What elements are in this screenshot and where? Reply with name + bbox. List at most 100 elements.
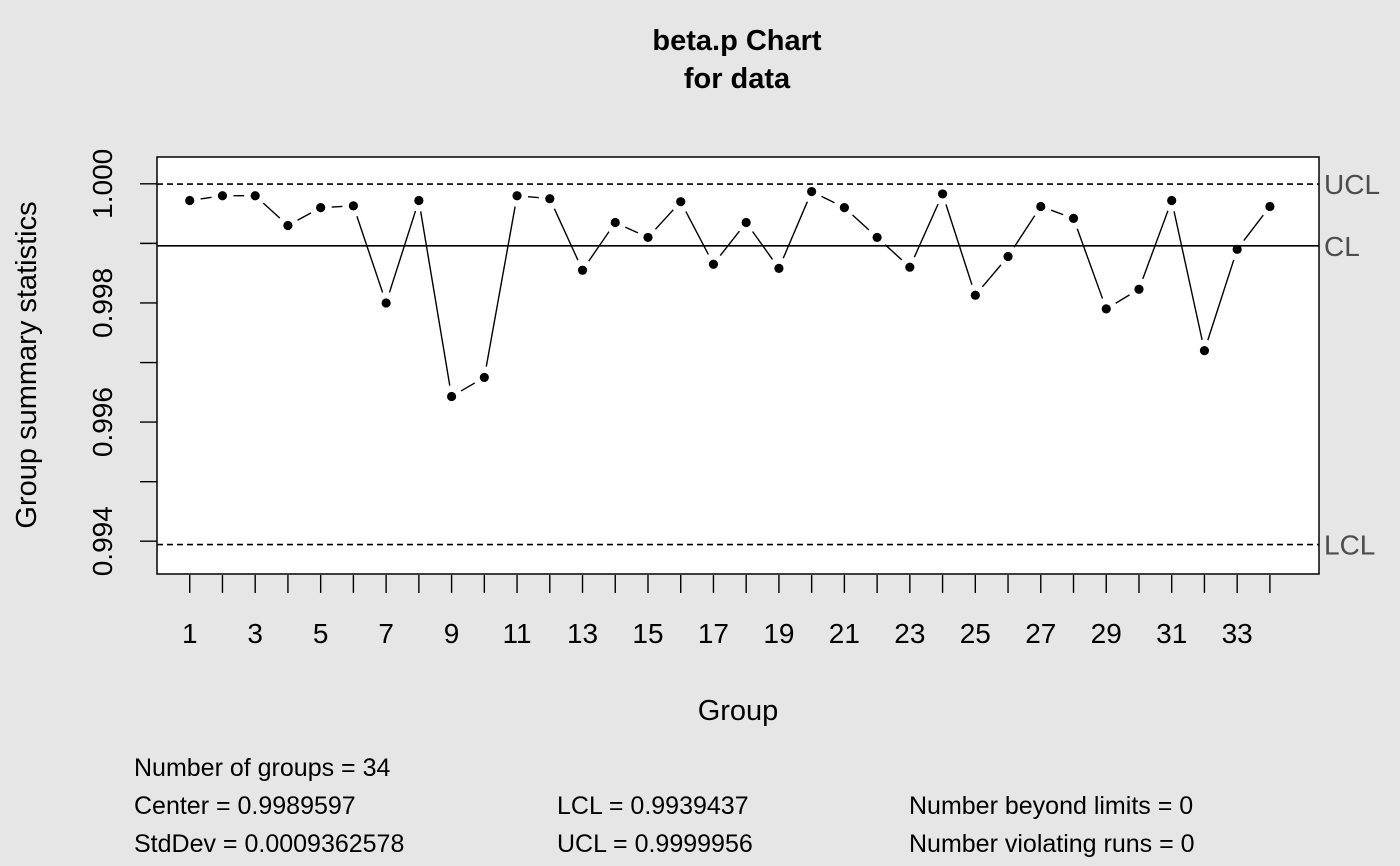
series-segment (945, 204, 973, 285)
stat-stddev: StdDev = 0.0009362578 (134, 830, 405, 858)
series-segment (1076, 228, 1104, 299)
data-point (905, 262, 915, 272)
series-segment (1243, 214, 1264, 242)
x-tick-label: 15 (632, 618, 663, 649)
series-segment (1050, 209, 1064, 216)
chart-subtitle: for data (684, 63, 791, 95)
data-point (185, 195, 195, 206)
series-segment (419, 211, 451, 386)
series-segment (685, 211, 709, 255)
x-tick-label: 21 (829, 618, 860, 649)
ucl-label: UCL (1324, 169, 1380, 200)
data-point (807, 186, 817, 197)
data-point (1265, 201, 1275, 212)
data-point (545, 194, 555, 204)
series-segment (485, 206, 516, 367)
chart-title: beta.p Chart (652, 25, 822, 57)
series-segment (752, 231, 774, 260)
data-point (610, 217, 620, 228)
series-segment (388, 210, 417, 293)
series-segment (624, 226, 639, 234)
data-point (839, 203, 849, 213)
data-point (1036, 201, 1046, 212)
data-point (381, 298, 391, 308)
series-segment (782, 201, 808, 259)
series-segment (262, 202, 281, 219)
data-point (1167, 195, 1177, 206)
data-point (872, 232, 882, 243)
series-segment (1207, 259, 1235, 341)
series-segment (588, 231, 610, 262)
x-tick-label: 1 (182, 618, 198, 649)
y-tick-label: 0.996 (87, 387, 118, 457)
data-point (1068, 213, 1079, 223)
data-point (283, 220, 293, 231)
data-point (446, 391, 457, 402)
series-segment (331, 205, 343, 208)
y-tick-label: 0.998 (87, 268, 118, 338)
lcl-label: LCL (1324, 530, 1375, 561)
x-tick-label: 3 (247, 618, 263, 649)
data-point (1199, 346, 1210, 356)
y-tick-label: 0.994 (87, 506, 118, 576)
y-tick-label: 1.000 (87, 149, 118, 219)
series-segment (1013, 215, 1036, 248)
cl-label: CL (1324, 231, 1360, 262)
data-point (741, 217, 751, 228)
x-tick-label: 33 (1222, 618, 1253, 649)
series-segment (356, 216, 384, 293)
data-point (676, 197, 686, 207)
data-point (479, 372, 489, 383)
data-point (708, 259, 719, 269)
data-point (1232, 244, 1242, 254)
series-segment (527, 196, 539, 199)
data-point (1134, 284, 1144, 294)
data-point (250, 191, 260, 201)
x-axis-label: Group (698, 695, 779, 727)
x-tick-label: 9 (444, 618, 460, 649)
series-segment (1115, 294, 1130, 304)
data-point (1101, 304, 1111, 314)
series-segment (200, 196, 212, 200)
series-segment (1142, 210, 1169, 280)
series-segment (821, 195, 835, 204)
data-point (970, 290, 980, 300)
x-tick-label: 25 (960, 618, 991, 649)
series-segment (460, 382, 476, 392)
stat-ucl: UCL = 0.9999956 (557, 830, 753, 858)
series-segment (852, 214, 870, 231)
x-tick-label: 29 (1091, 618, 1122, 649)
series-segment (719, 230, 740, 257)
series-segment (654, 209, 674, 230)
x-tick-label: 5 (313, 618, 329, 649)
data-point (643, 232, 653, 243)
stat-violating-runs: Number violating runs = 0 (909, 830, 1195, 858)
data-point (512, 191, 522, 201)
x-tick-label: 17 (698, 618, 729, 649)
plot-area (156, 156, 1320, 575)
stat-number-of-groups: Number of groups = 34 (134, 754, 391, 782)
data-point (577, 265, 588, 275)
stat-beyond-limits: Number beyond limits = 0 (909, 792, 1194, 820)
data-point (774, 263, 784, 273)
series-segment (884, 244, 903, 261)
data-point (316, 203, 326, 213)
data-point (217, 191, 228, 201)
series-segment (297, 212, 312, 221)
data-point (937, 189, 948, 199)
data-point (348, 201, 358, 211)
y-axis-label: Group summary statistics (11, 201, 43, 528)
series-segment (981, 264, 1002, 288)
x-tick-label: 27 (1025, 618, 1056, 649)
x-tick-label: 11 (503, 618, 532, 649)
x-tick-label: 19 (763, 618, 794, 649)
x-tick-label: 31 (1156, 618, 1187, 649)
stat-lcl: LCL = 0.9939437 (557, 792, 749, 820)
series-segment (1173, 211, 1203, 341)
x-tick-label: 7 (378, 618, 394, 649)
stat-center: Center = 0.9989597 (134, 792, 356, 820)
x-tick-label: 13 (567, 618, 598, 649)
series-segment (553, 208, 579, 261)
data-point (414, 195, 424, 206)
